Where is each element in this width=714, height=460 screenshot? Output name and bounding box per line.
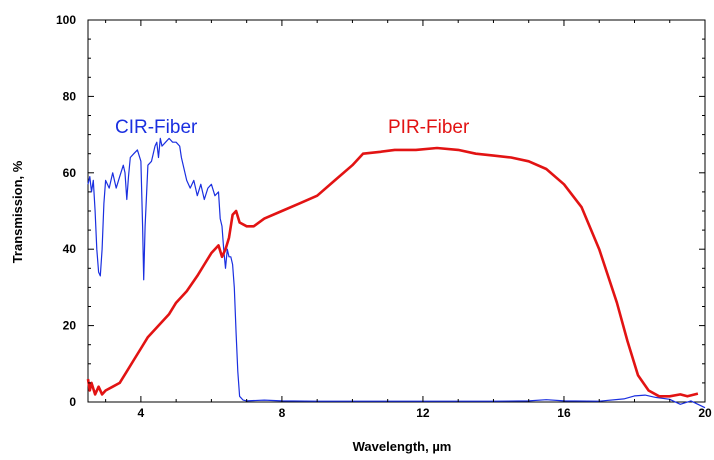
plot-frame [87,19,706,403]
y-tick-label: 100 [56,13,76,27]
series-line-pir [86,146,699,398]
series-label-pir: PIR-Fiber [388,117,470,138]
x-tick-label: 12 [416,406,430,420]
series-line-cir [87,137,706,409]
x-tick-label: 20 [698,406,712,420]
x-tick-label: 8 [279,406,286,420]
x-axis-title: Wavelength, µm [353,439,452,454]
x-tick-label: 16 [557,406,571,420]
y-tick-label: 20 [63,319,77,333]
series-label-cir: CIR-Fiber [115,117,198,138]
plot-area [87,19,706,403]
x-tick-label: 4 [138,406,145,420]
y-tick-label: 80 [63,89,77,103]
series-curves [86,137,706,409]
y-axis-title: Transmission, % [10,160,25,263]
y-tick-label: 60 [63,166,77,180]
y-tick-label: 40 [63,242,77,256]
axis-ticks [88,19,706,403]
y-tick-label: 0 [69,395,76,409]
tick-labels: 4 8 12 16 20 0 20 40 60 80 100 [56,13,712,420]
